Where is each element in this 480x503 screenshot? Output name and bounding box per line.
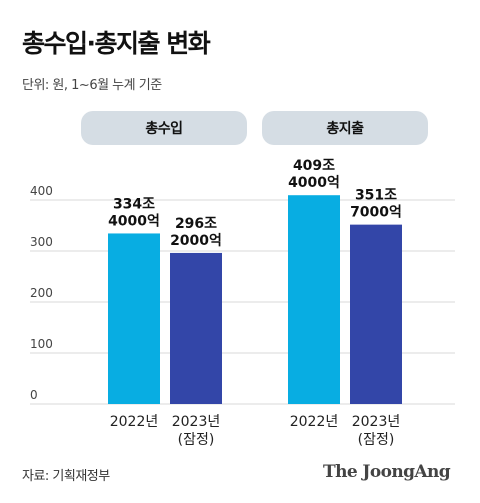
y-tick-label: 300: [30, 235, 53, 249]
data-label: 334조: [113, 196, 155, 212]
x-tick-label: 2023년: [172, 414, 221, 430]
data-label: 4000억: [108, 213, 160, 229]
chart-subtitle: 단위: 원, 1~6월 누계 기준: [22, 78, 162, 93]
y-tick-label: 100: [30, 337, 53, 351]
bar: [350, 224, 402, 404]
y-tick-label: 200: [30, 286, 53, 300]
data-label: 409조: [293, 158, 335, 174]
data-label: 296조: [175, 216, 217, 232]
data-label: 7000억: [350, 205, 402, 221]
y-tick-label: 400: [30, 184, 53, 198]
group-label-expenditure: 총지출: [262, 111, 428, 145]
data-label: 2000억: [170, 233, 222, 249]
publisher-logo: The JoongAng: [323, 462, 451, 482]
x-tick-label: 2022년: [110, 414, 159, 430]
x-tick-label: (잠정): [358, 432, 395, 448]
chart-title: 총수입·총지출 변화: [22, 29, 211, 58]
group-label-revenue: 총수입: [81, 111, 247, 145]
x-tick-label: 2023년: [352, 414, 401, 430]
bar: [108, 233, 160, 404]
bar: [170, 252, 222, 404]
y-tick-label: 0: [30, 388, 38, 402]
bar: [288, 195, 340, 404]
data-label: 351조: [355, 188, 397, 204]
bar-chart: 0100200300400334조4000억2022년296조2000억2023…: [30, 158, 455, 448]
x-tick-label: (잠정): [178, 432, 215, 448]
source-note: 자료: 기획재정부: [22, 469, 110, 484]
x-tick-label: 2022년: [290, 414, 339, 430]
data-label: 4000억: [288, 175, 340, 191]
